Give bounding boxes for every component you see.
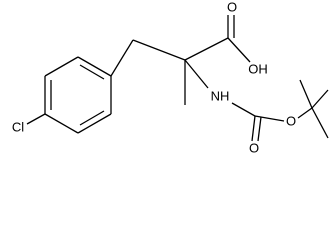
bond (227, 37, 251, 63)
bond (79, 64, 105, 80)
bond (257, 116, 262, 142)
atom-label: O (227, 0, 237, 14)
bond (44, 113, 79, 134)
bond (299, 79, 313, 109)
page: O OH Cl NH O O (() => { const data = JSO… (11, 0, 329, 156)
bond (311, 89, 329, 109)
bond (251, 115, 256, 142)
bonds (26, 15, 329, 142)
bond (132, 39, 186, 61)
atom-label: Cl (12, 119, 24, 134)
bond (77, 56, 112, 77)
bond (184, 37, 229, 61)
bond (110, 39, 134, 77)
bond (79, 110, 105, 126)
atom-label: NH (211, 88, 230, 103)
bond (311, 107, 329, 139)
bond (231, 102, 256, 117)
bond (184, 59, 209, 89)
structure: O OH Cl NH O O (12, 0, 329, 155)
bond (297, 107, 313, 119)
bond (254, 115, 285, 122)
bond (77, 113, 112, 134)
bond (44, 56, 79, 77)
bond (26, 113, 46, 125)
atom-label: O (286, 113, 296, 128)
atom-label: O (249, 140, 259, 155)
atom-label: OH (248, 61, 268, 76)
